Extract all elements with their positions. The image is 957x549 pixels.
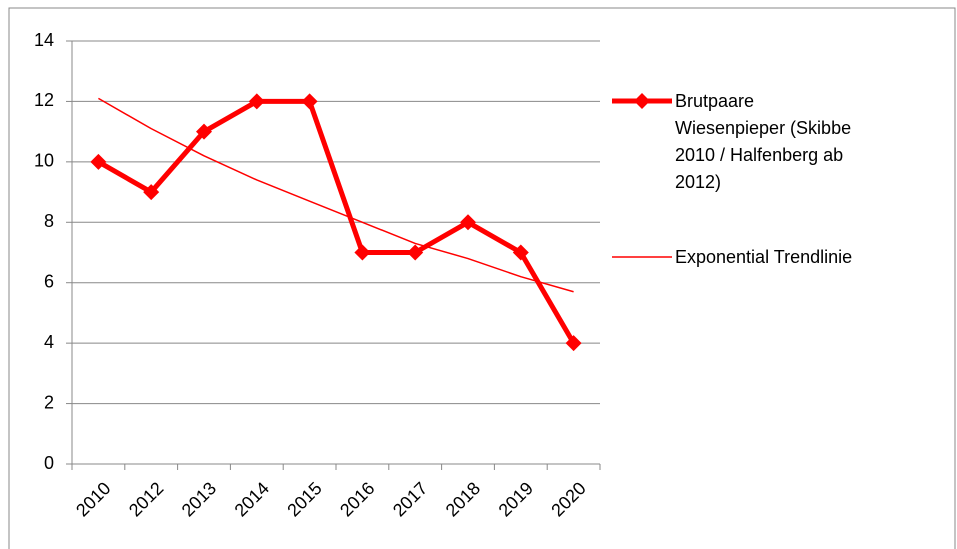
marker xyxy=(248,93,265,110)
series-line xyxy=(98,97,574,293)
marker xyxy=(354,244,371,261)
marker xyxy=(90,153,107,170)
y-tick-label: 14 xyxy=(34,30,54,50)
x-tick-label: 2018 xyxy=(442,478,484,520)
legend-label: Brutpaare Wiesenpieper (Skibbe 2010 / Ha… xyxy=(675,91,852,192)
x-tick-label: 2012 xyxy=(125,478,167,520)
y-tick-label: 12 xyxy=(34,90,54,110)
legend-marker xyxy=(634,93,650,109)
marker xyxy=(196,123,212,140)
marker xyxy=(407,244,424,261)
chart-frame xyxy=(8,7,956,549)
x-tick-label: 2020 xyxy=(547,478,589,520)
y-tick-label: 10 xyxy=(34,151,54,171)
x-tick-label: 2016 xyxy=(336,478,378,520)
x-tick-label: 2010 xyxy=(72,478,114,520)
marker xyxy=(460,214,476,231)
x-tick-label: 2017 xyxy=(389,478,431,520)
marker xyxy=(565,335,582,352)
y-tick-label: 2 xyxy=(44,392,54,412)
x-tick-label: 2013 xyxy=(178,478,220,520)
x-tick-label: 2019 xyxy=(495,478,537,520)
x-tick-label: 2015 xyxy=(283,478,325,520)
y-tick-label: 0 xyxy=(44,453,54,473)
x-tick-label: 2014 xyxy=(231,478,273,520)
marker xyxy=(301,93,318,110)
series-line xyxy=(97,98,576,345)
marker xyxy=(143,184,160,201)
marker xyxy=(512,244,529,261)
y-tick-label: 6 xyxy=(44,271,54,291)
y-tick-label: 4 xyxy=(44,332,54,352)
y-tick-label: 8 xyxy=(44,211,54,231)
legend-label: Exponential Trendlinie xyxy=(675,247,853,267)
